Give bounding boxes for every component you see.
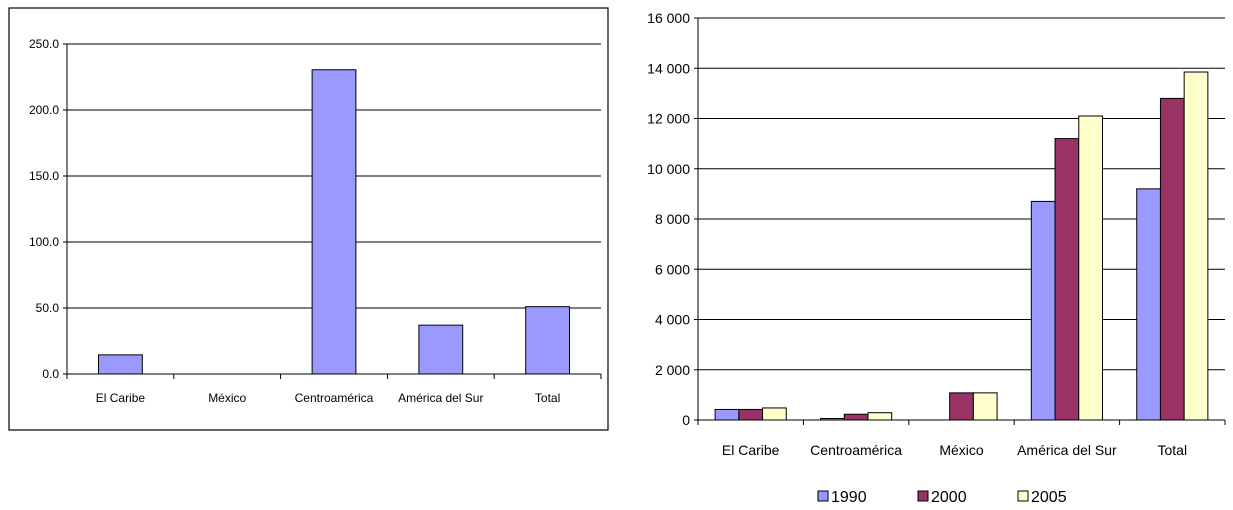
left-bar	[98, 354, 143, 375]
right-y-tick-label: 12 000	[647, 111, 690, 127]
right-y-tick-label: 6 000	[655, 261, 690, 277]
left-bar-chart: 0.0 50.0 100.0 150.0 200.0 250.0 El Caribe Méx…	[8, 7, 609, 431]
right-y-tick-label: 8 000	[655, 211, 690, 227]
left-x-tick-label: Total	[535, 391, 560, 405]
left-x-tick-label: América del Sur	[398, 391, 483, 405]
left-chart-x-ticks: El Caribe México Centroamérica América del …	[96, 391, 561, 405]
right-bar-2005	[972, 392, 998, 421]
left-y-tick-label: 0.0	[42, 367, 59, 381]
right-bar-1990	[1030, 200, 1056, 421]
left-y-tick-label: 200.0	[29, 103, 59, 117]
right-bar-2005	[762, 407, 787, 421]
legend-label-2005: 2005	[1031, 489, 1067, 506]
right-bar-2000	[949, 392, 974, 421]
right-chart-x-ticks: El Caribe Centroamérica México América del …	[722, 442, 1187, 458]
right-bar-1990	[1136, 188, 1161, 421]
right-y-tick-label: 2 000	[655, 362, 690, 378]
left-y-tick-label: 100.0	[29, 235, 59, 249]
right-chart-bars	[714, 71, 1209, 421]
legend-swatch-2000	[917, 490, 929, 502]
left-x-tick-label: México	[208, 391, 246, 405]
right-x-tick-label: México	[939, 442, 984, 458]
right-bar-2000	[843, 413, 869, 421]
right-x-tick-label: Total	[1158, 442, 1188, 458]
right-chart-axes	[694, 17, 1226, 425]
right-x-tick-label: Centroamérica	[810, 442, 902, 458]
legend-label-2000: 2000	[931, 489, 967, 506]
legend-swatch-2005	[1017, 490, 1029, 502]
right-bar-1990	[714, 408, 740, 421]
right-x-tick-label: América del Sur	[1017, 442, 1117, 458]
legend-swatch-1990	[817, 490, 829, 502]
left-x-tick-label: El Caribe	[96, 391, 146, 405]
right-bar-2005	[867, 412, 893, 421]
left-y-tick-label: 50.0	[36, 301, 60, 315]
left-y-tick-label: 150.0	[29, 169, 59, 183]
right-bar-2005	[1078, 115, 1103, 421]
left-chart-y-ticks: 0.0 50.0 100.0 150.0 200.0 250.0	[29, 37, 59, 381]
right-y-tick-label: 10 000	[647, 161, 690, 177]
right-y-tick-label: 16 000	[647, 10, 690, 26]
left-x-tick-label: Centroamérica	[295, 391, 374, 405]
right-y-tick-label: 14 000	[647, 60, 690, 76]
left-bar	[311, 69, 357, 375]
left-bar	[418, 324, 464, 375]
right-bar-2000	[1159, 97, 1185, 421]
right-y-tick-label: 0	[682, 412, 690, 428]
right-chart-y-ticks: 0 2 000 4 000 6 000 8 000 10 000 12 000 14 000 1…	[647, 10, 690, 428]
left-chart-axes	[63, 43, 602, 379]
right-chart-legend: 1990 2000 2005	[817, 489, 1067, 506]
left-y-tick-label: 250.0	[29, 37, 59, 51]
right-x-tick-label: El Caribe	[722, 442, 780, 458]
left-chart-bars	[98, 69, 570, 375]
right-grouped-bar-chart: 0 2 000 4 000 6 000 8 000 10 000 12 000 14 000 1…	[647, 10, 1226, 506]
right-bar-2000	[1054, 138, 1080, 421]
legend-label-1990: 1990	[831, 489, 867, 506]
right-y-tick-label: 4 000	[655, 312, 690, 328]
right-bar-2000	[738, 408, 764, 421]
left-bar	[525, 306, 570, 375]
right-bar-2005	[1183, 71, 1209, 421]
